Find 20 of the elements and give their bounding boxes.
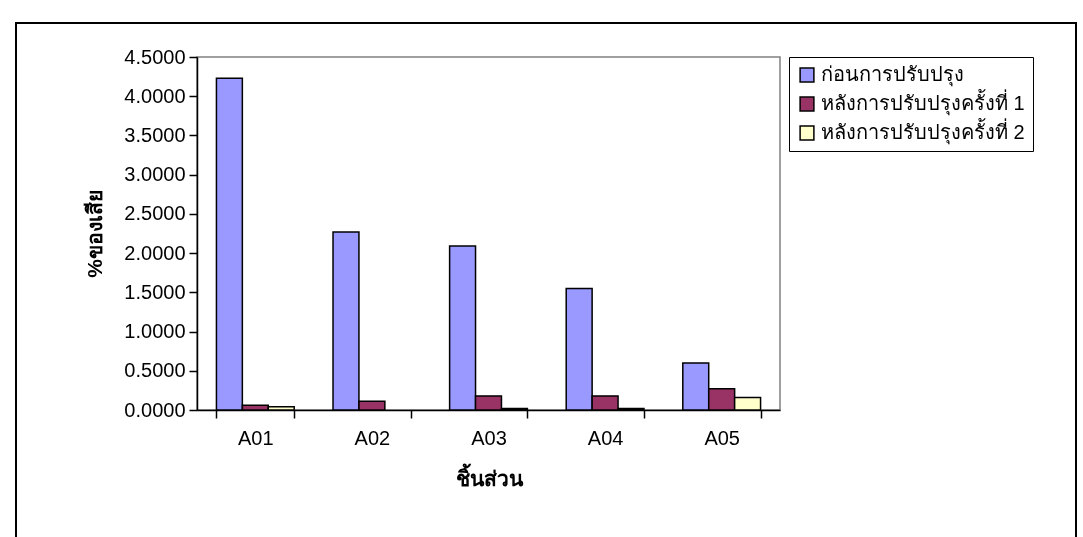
legend-label: หลังการปรับปรุงครั้งที่ 1: [821, 89, 1025, 116]
y-tick-label: 4.5000: [124, 45, 186, 68]
y-tick-label: 0.0000: [124, 398, 186, 421]
y-tick-label: 2.0000: [124, 241, 186, 264]
legend-label: หลังการปรับปรุงครั้งที่ 2: [821, 118, 1025, 145]
y-axis-title: %ของเสีย: [83, 190, 107, 278]
x-tick-label: A05: [704, 426, 740, 449]
x-tick-label: A04: [587, 426, 624, 449]
y-tick-label: 1.5000: [124, 280, 186, 303]
y-tick-label: 3.0000: [124, 163, 186, 186]
x-axis-title: ชิ้นส่วน: [455, 462, 524, 490]
x-tick-label: A02: [354, 426, 391, 449]
x-tick-label: A01: [238, 426, 274, 449]
legend-label: ก่อนการปรับปรุง: [821, 63, 964, 87]
y-tick-label: 3.5000: [124, 123, 186, 146]
y-tick-label: 2.5000: [124, 202, 186, 225]
y-tick-label: 1.0000: [124, 320, 186, 343]
y-tick-label: 4.0000: [124, 84, 186, 107]
y-tick-label: 0.5000: [124, 359, 186, 382]
x-tick-label: A03: [471, 426, 507, 449]
